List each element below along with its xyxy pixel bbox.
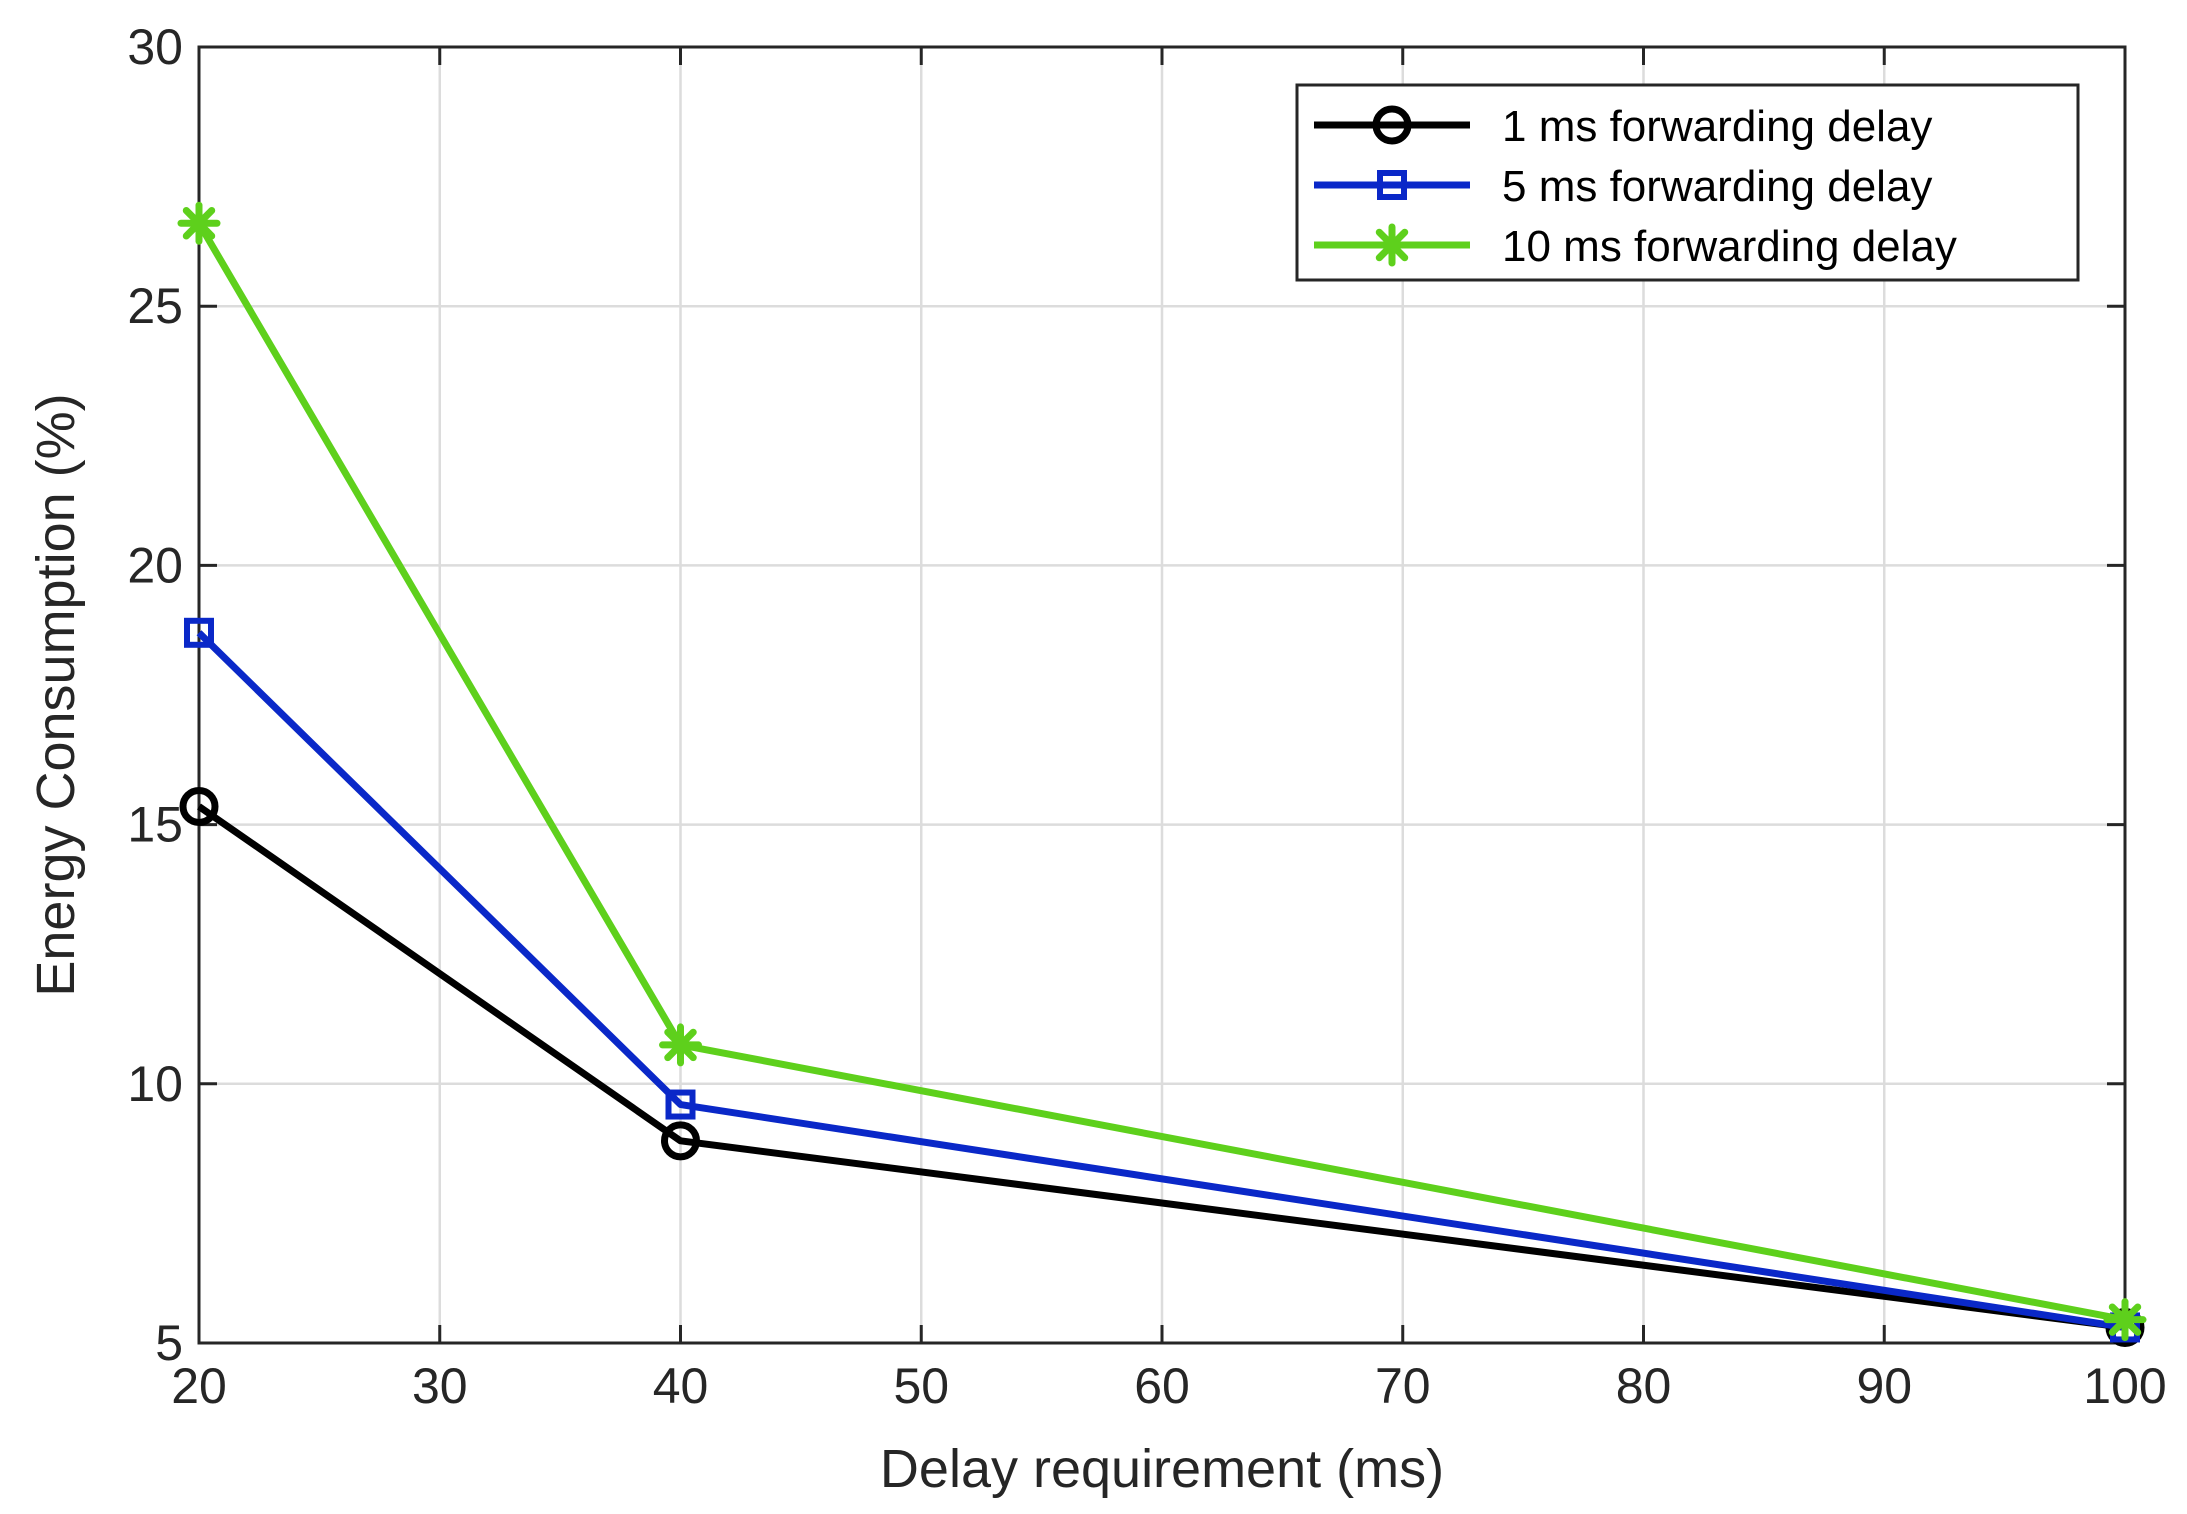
asterisk-stroke <box>182 207 216 240</box>
legend-label: 1 ms forwarding delay <box>1502 102 1932 151</box>
data-point <box>177 201 221 245</box>
y-tick-label: 30 <box>127 19 183 75</box>
y-tick-label: 10 <box>127 1056 183 1112</box>
series-line <box>196 630 2126 1331</box>
series-line <box>197 803 2126 1331</box>
legend-marker <box>1372 105 1412 145</box>
x-tick-label: 80 <box>1616 1358 1672 1414</box>
data-point <box>179 786 219 826</box>
legend-label: 5 ms forwarding delay <box>1502 162 1932 211</box>
legend-marker <box>1377 170 1407 200</box>
series-group <box>177 201 2147 1347</box>
data-point <box>659 1023 702 1067</box>
x-tick-label: 70 <box>1375 1358 1431 1414</box>
x-axis-label: Delay requirement (ms) <box>880 1439 1444 1499</box>
y-axis-label: Energy Consumption (%) <box>26 393 86 996</box>
legend: 1 ms forwarding delay 5 ms forwarding del… <box>1295 83 2080 282</box>
data-point <box>184 617 214 648</box>
data-point <box>665 1089 696 1120</box>
x-tick-label: 20 <box>171 1358 227 1414</box>
legend-entry: 1 ms forwarding delay <box>1314 102 1932 151</box>
legend-marker <box>1370 223 1414 267</box>
x-tick-label: 40 <box>653 1358 709 1414</box>
x-tick-label: 60 <box>1134 1358 1190 1414</box>
data-point <box>661 1121 700 1161</box>
y-tick-label: 25 <box>127 278 183 334</box>
x-tick-label: 50 <box>893 1358 949 1414</box>
data-point <box>2103 1298 2147 1342</box>
series-3 <box>177 201 2147 1342</box>
y-tick-label: 20 <box>127 537 183 593</box>
x-tick-label: 100 <box>2083 1358 2166 1414</box>
y-tick-label: 15 <box>127 797 183 853</box>
grid <box>199 47 2125 1343</box>
axes: 20 30 40 50 60 70 80 90 100 5 10 15 20 25 30 <box>127 19 2166 1414</box>
asterisk-stroke <box>664 1028 697 1062</box>
asterisk-stroke <box>1375 228 1409 262</box>
legend-label: 10 ms forwarding delay <box>1502 222 1957 271</box>
legend-entry: 5 ms forwarding delay <box>1314 162 1932 211</box>
x-tick-label: 90 <box>1856 1358 1912 1414</box>
x-tick-label: 30 <box>412 1358 468 1414</box>
asterisk-stroke <box>2108 1303 2142 1336</box>
y-tick-label: 5 <box>155 1315 183 1371</box>
legend-entry: 10 ms forwarding delay <box>1314 222 1957 271</box>
